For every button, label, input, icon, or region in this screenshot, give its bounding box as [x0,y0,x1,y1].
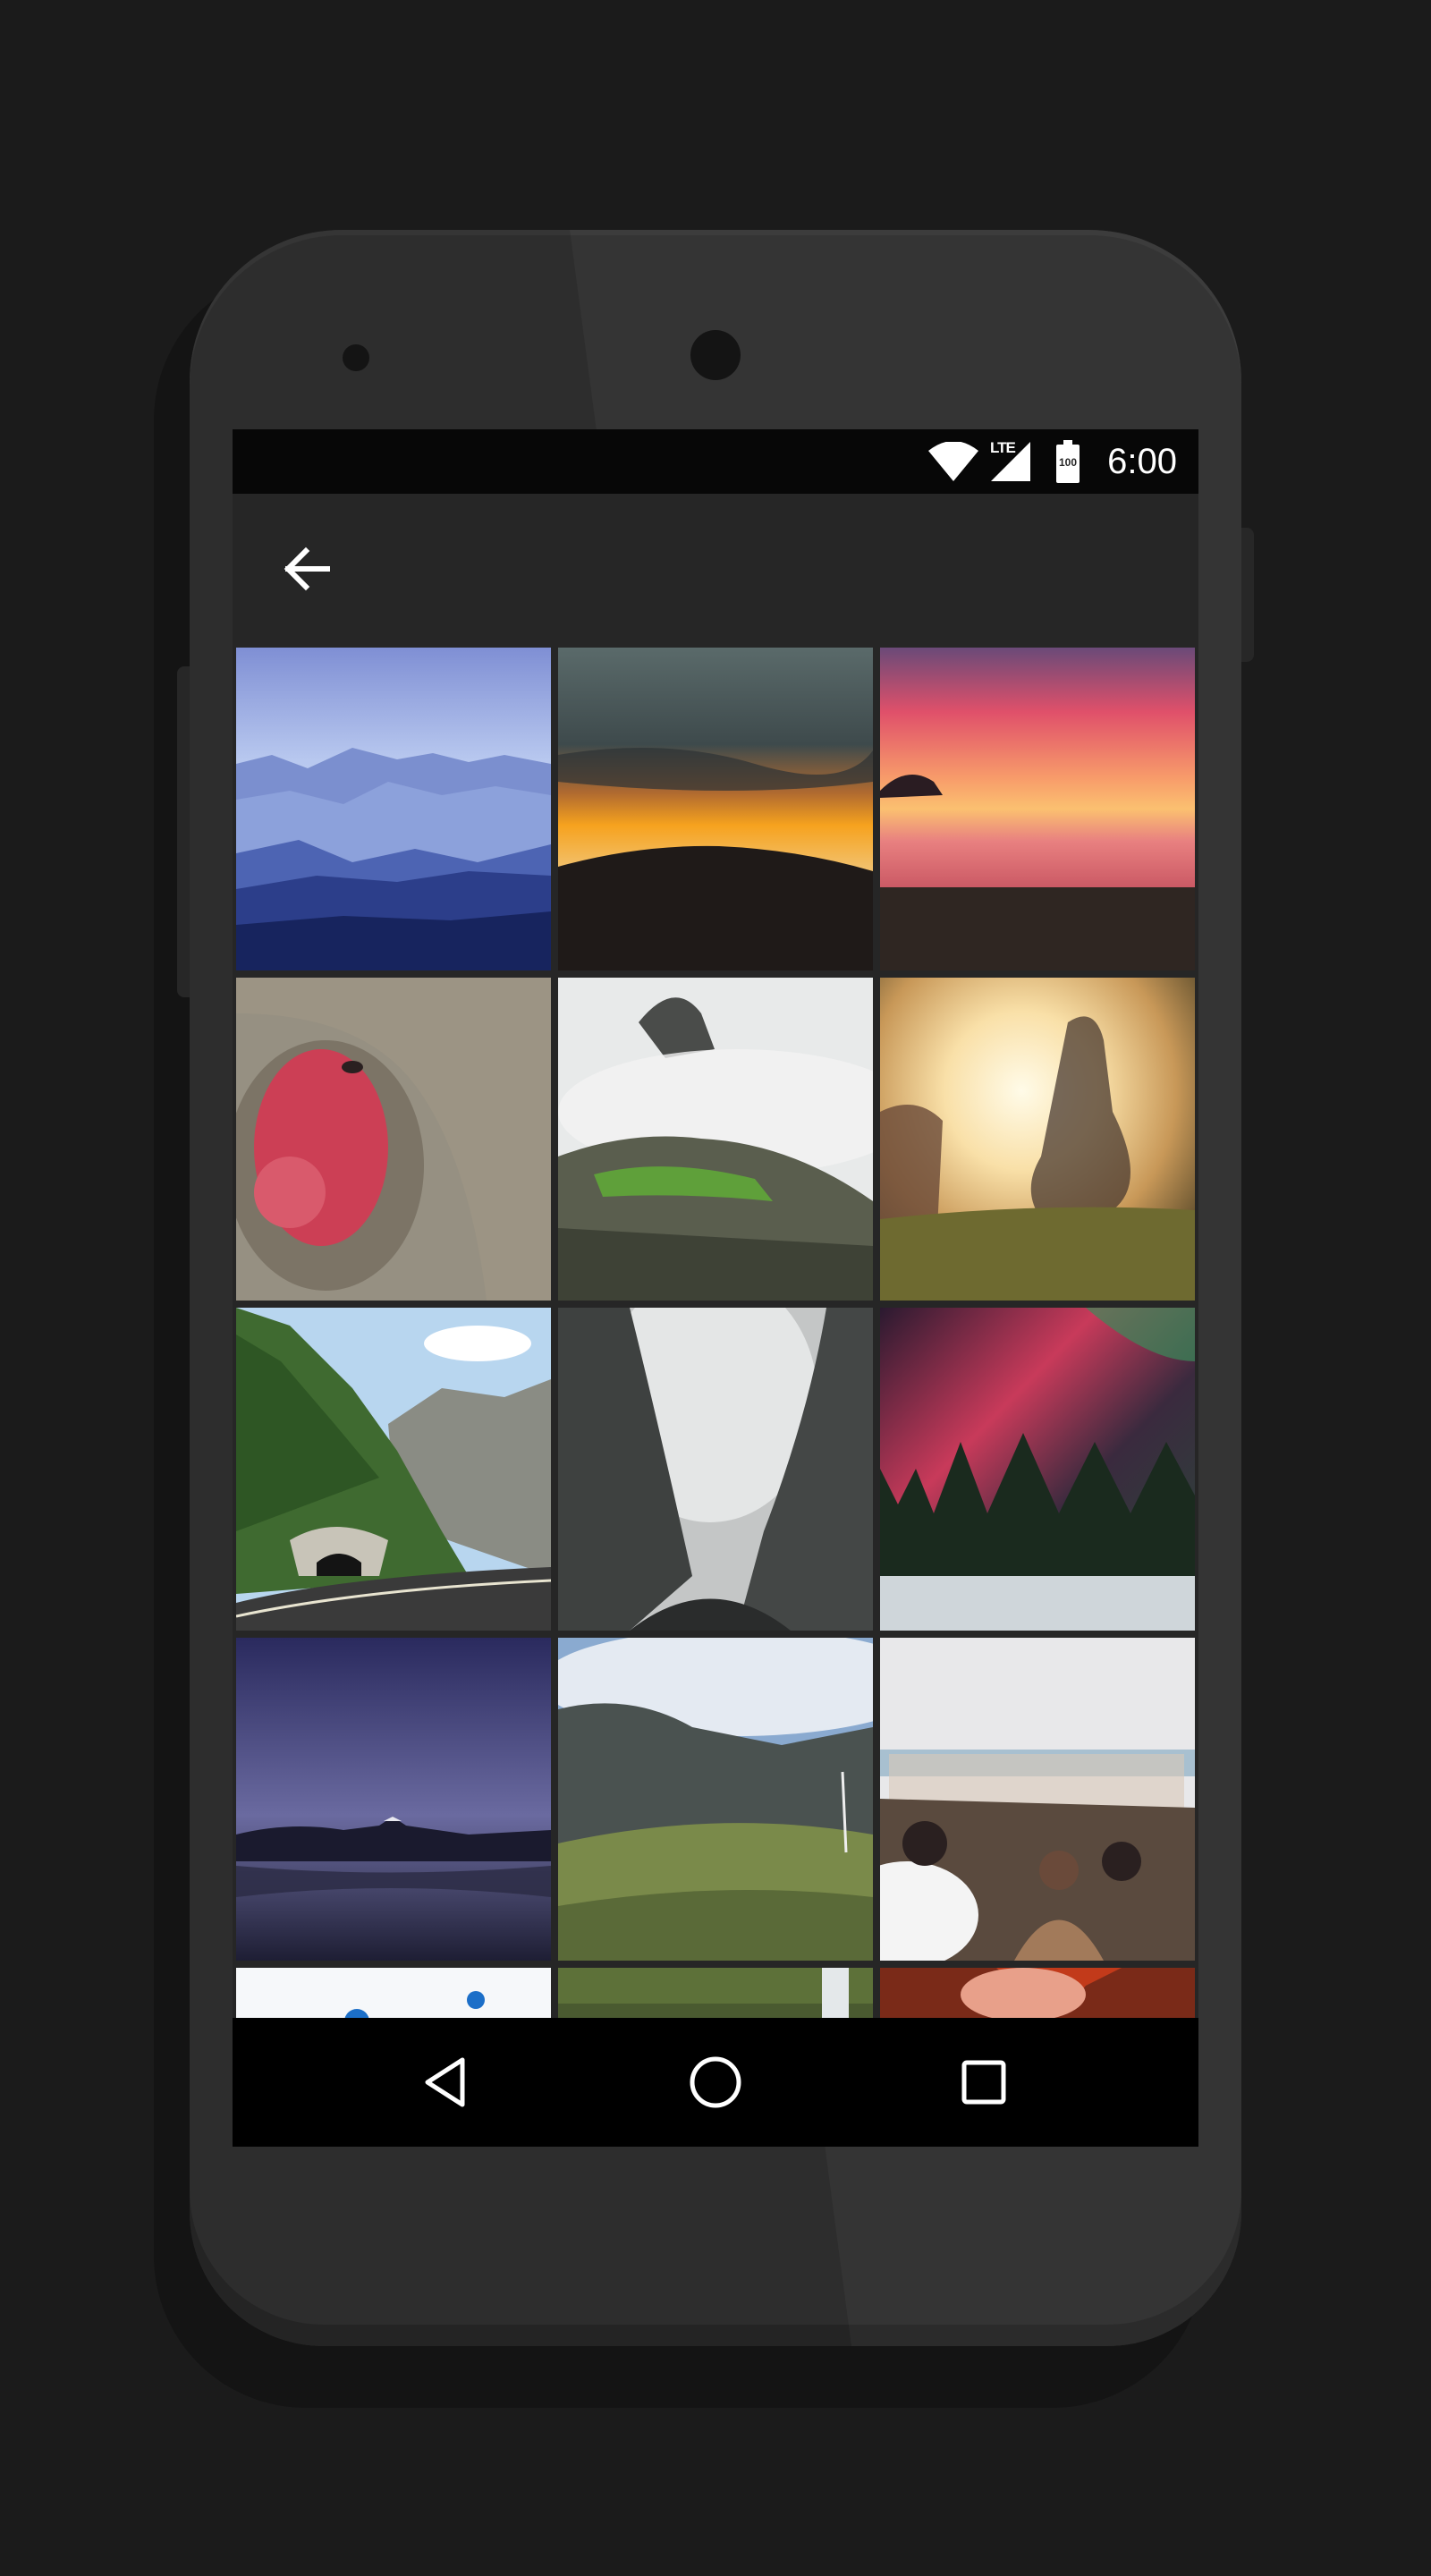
status-time: 6:00 [1107,442,1177,481]
gallery-image[interactable] [880,648,1195,970]
nav-home-icon [690,2056,741,2108]
volume-button[interactable] [177,666,190,997]
battery-icon: 100 [1056,440,1080,483]
gallery-image[interactable] [236,648,551,970]
gallery-image[interactable] [558,1308,873,1631]
gallery-image[interactable] [558,1638,873,1961]
arrow-back-icon [284,547,330,591]
gallery-image[interactable] [558,978,873,1301]
gallery-image[interactable] [880,1308,1195,1631]
power-button[interactable] [1241,528,1254,662]
navigation-bar [233,2018,1198,2147]
status-bar: LTE 100 6:00 [233,429,1198,494]
nav-recents-button[interactable] [952,2050,1016,2114]
nav-home-button[interactable] [683,2050,748,2114]
gallery-image[interactable] [236,978,551,1301]
gallery-image[interactable] [236,1308,551,1631]
nav-back-button[interactable] [415,2050,479,2114]
gallery-image[interactable] [880,978,1195,1301]
lte-label: LTE [990,439,1016,456]
app-bar [233,494,1198,644]
proximity-sensor [343,344,369,371]
gallery-image[interactable] [880,1638,1195,1961]
gallery-image[interactable] [236,1638,551,1961]
gallery-image[interactable] [558,648,873,970]
screen: LTE 100 6:00 [233,429,1198,2147]
front-camera [690,330,741,380]
nav-back-icon [425,2057,465,2107]
back-button[interactable] [275,537,340,601]
image-grid [236,648,1195,2082]
wifi-icon [928,442,978,481]
battery-level: 100 [1058,456,1078,469]
nav-recents-icon [961,2060,1006,2105]
cell-signal-icon: LTE [989,440,1041,485]
